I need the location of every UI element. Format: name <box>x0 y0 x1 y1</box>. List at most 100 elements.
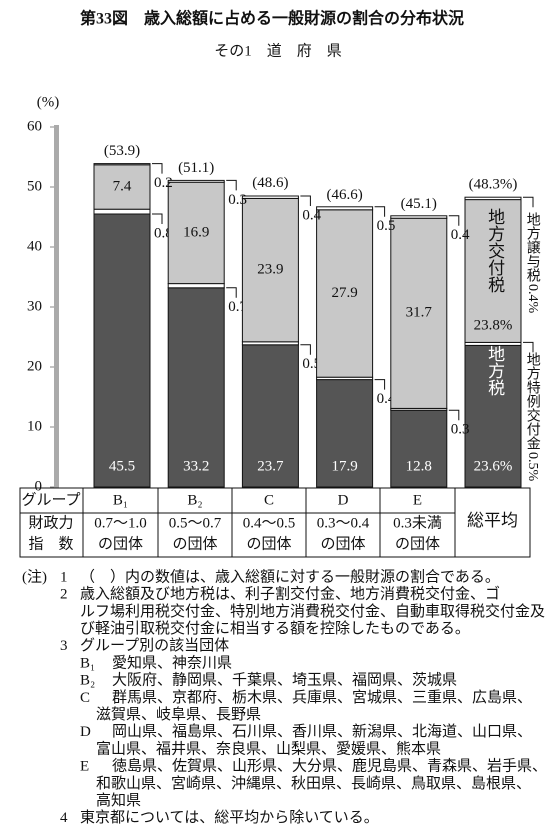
bar-segment <box>93 213 151 488</box>
note-group-name: B₁ <box>80 655 95 671</box>
table-group: E <box>413 492 422 508</box>
value-label: 0.4 <box>451 227 470 243</box>
value-label: 0.4% <box>525 284 540 314</box>
table-row-label: 財政力 <box>28 514 73 531</box>
value-label: 0.3 <box>228 192 247 208</box>
note-group-text: 和歌山県、宮崎県、沖縄県、秋田県、長崎県、鳥取県、島根県、 <box>96 774 531 792</box>
value-label: 16.9 <box>183 224 209 240</box>
note-number: 4 <box>60 810 68 826</box>
table-cell: の団体 <box>172 535 217 552</box>
total-label: (48.3%) <box>469 177 518 193</box>
y-axis <box>54 125 59 488</box>
note-group-text: 徳島県、佐賀県、山形県、大分県、鹿児島県、青森県、岩手県、 <box>112 758 547 775</box>
note-group-text: 岡山県、福島県、石川県、香川県、新潟県、北海道、山口県、 <box>112 723 532 740</box>
chart-title: 第33図 歳入総額に占める一般財源の割合の分布状況 <box>80 9 464 28</box>
table-cell: 0.3未満 <box>393 514 442 531</box>
table-cell: 0.7～1.0 <box>94 515 147 531</box>
leader <box>374 206 386 217</box>
note-group-name: E <box>80 759 89 775</box>
y-tick-label: 60 <box>27 118 42 134</box>
bar-segment <box>464 199 522 343</box>
note-text: び軽油引取税交付金に相当する額を控除したものである。 <box>80 619 470 637</box>
bar-segment <box>316 379 374 488</box>
note-number: 3 <box>60 638 68 654</box>
note-group-text: 愛知県、神奈川県 <box>112 654 232 671</box>
bar-segment <box>241 195 299 199</box>
value-label: 0.5 <box>377 218 396 234</box>
leader <box>226 287 237 298</box>
bar-segment <box>316 209 374 378</box>
note-group-name: C <box>80 690 90 706</box>
value-label: 23.8% <box>474 317 513 333</box>
value-label: 23.6% <box>474 458 513 474</box>
notes-label: (注) <box>22 568 47 585</box>
table-group: C <box>264 492 274 508</box>
table-group: B₂ <box>187 492 202 508</box>
note-text: 歳入総額及び地方税は、利子割交付金、地方消費税交付金、ゴ <box>80 585 500 603</box>
note-text: グループ別の該当団体 <box>80 637 229 654</box>
series-name: 地方譲与税 <box>525 212 541 283</box>
total-label: (51.1) <box>178 160 214 176</box>
table-cell: 0.3～0.4 <box>317 515 370 531</box>
table-cell: 0.5～0.7 <box>169 515 222 531</box>
leader <box>300 344 311 355</box>
note-group-name: B₂ <box>80 673 95 689</box>
note-text: 東京都については、総平均から除いている。 <box>80 809 379 826</box>
value-label: 23.9 <box>257 262 283 278</box>
leader <box>523 341 534 353</box>
y-tick-label: 20 <box>27 358 42 374</box>
value-label: 12.8 <box>406 458 432 474</box>
bar-segment <box>167 181 225 285</box>
bar-segment <box>390 409 448 488</box>
y-tick-label: 10 <box>27 418 42 434</box>
y-tick-label: 30 <box>27 298 42 314</box>
value-label: 0.5% <box>525 452 540 482</box>
note-group-name: D <box>80 724 91 740</box>
bar-segment <box>167 287 225 488</box>
value-label: 7.4 <box>113 178 132 194</box>
value-label: 23.7 <box>257 458 284 474</box>
note-group-text: 富山県、福井県、奈良県、山梨県、愛媛県、熊本県 <box>96 739 441 757</box>
leader <box>152 213 163 224</box>
bar-segment <box>167 283 225 289</box>
total-label: (48.6) <box>252 175 288 191</box>
table-cell: の団体 <box>98 535 143 552</box>
value-label: 31.7 <box>406 305 433 321</box>
bar-segment <box>316 206 374 211</box>
y-tick-label: 0 <box>35 478 43 494</box>
note-group-text: 群馬県、京都府、栃木県、兵庫県、宮城県、三重県、広島県、 <box>112 689 532 706</box>
y-tick-label: 50 <box>27 178 42 194</box>
note-number: 2 <box>60 587 68 603</box>
total-label: (45.1) <box>401 196 437 212</box>
bar-segment <box>93 208 151 215</box>
value-label: 45.5 <box>109 458 135 474</box>
table-row-label: 指 数 <box>28 535 73 552</box>
table-group: D <box>338 492 349 508</box>
table-group: B₁ <box>113 492 128 508</box>
table-group: 総平均 <box>467 511 518 530</box>
bar-segment <box>464 344 522 488</box>
value-label: 33.2 <box>183 458 209 474</box>
note-number: 1 <box>60 569 68 585</box>
bar-segment <box>390 215 448 219</box>
series-name: 地方交付税 <box>485 208 505 293</box>
leader <box>152 163 163 174</box>
leader <box>300 195 311 206</box>
series-name: 地方特例交付金 <box>525 352 541 450</box>
leader <box>226 179 237 191</box>
bar-segment <box>464 196 522 201</box>
table-cell: の団体 <box>246 535 291 552</box>
series-name: 地方税 <box>485 345 505 396</box>
leader <box>374 379 386 390</box>
value-label: 0.4 <box>302 207 321 223</box>
table-cell: の団体 <box>320 535 365 552</box>
note-group-text: 滋賀県、岐阜県、長野県 <box>96 706 261 723</box>
value-label: 0.2 <box>154 175 173 191</box>
value-label: 0.3 <box>451 422 470 438</box>
leader <box>448 409 460 421</box>
bar-segment <box>93 163 151 166</box>
value-label: 17.9 <box>331 458 357 474</box>
bar-segment <box>241 197 299 343</box>
leader <box>448 215 460 226</box>
